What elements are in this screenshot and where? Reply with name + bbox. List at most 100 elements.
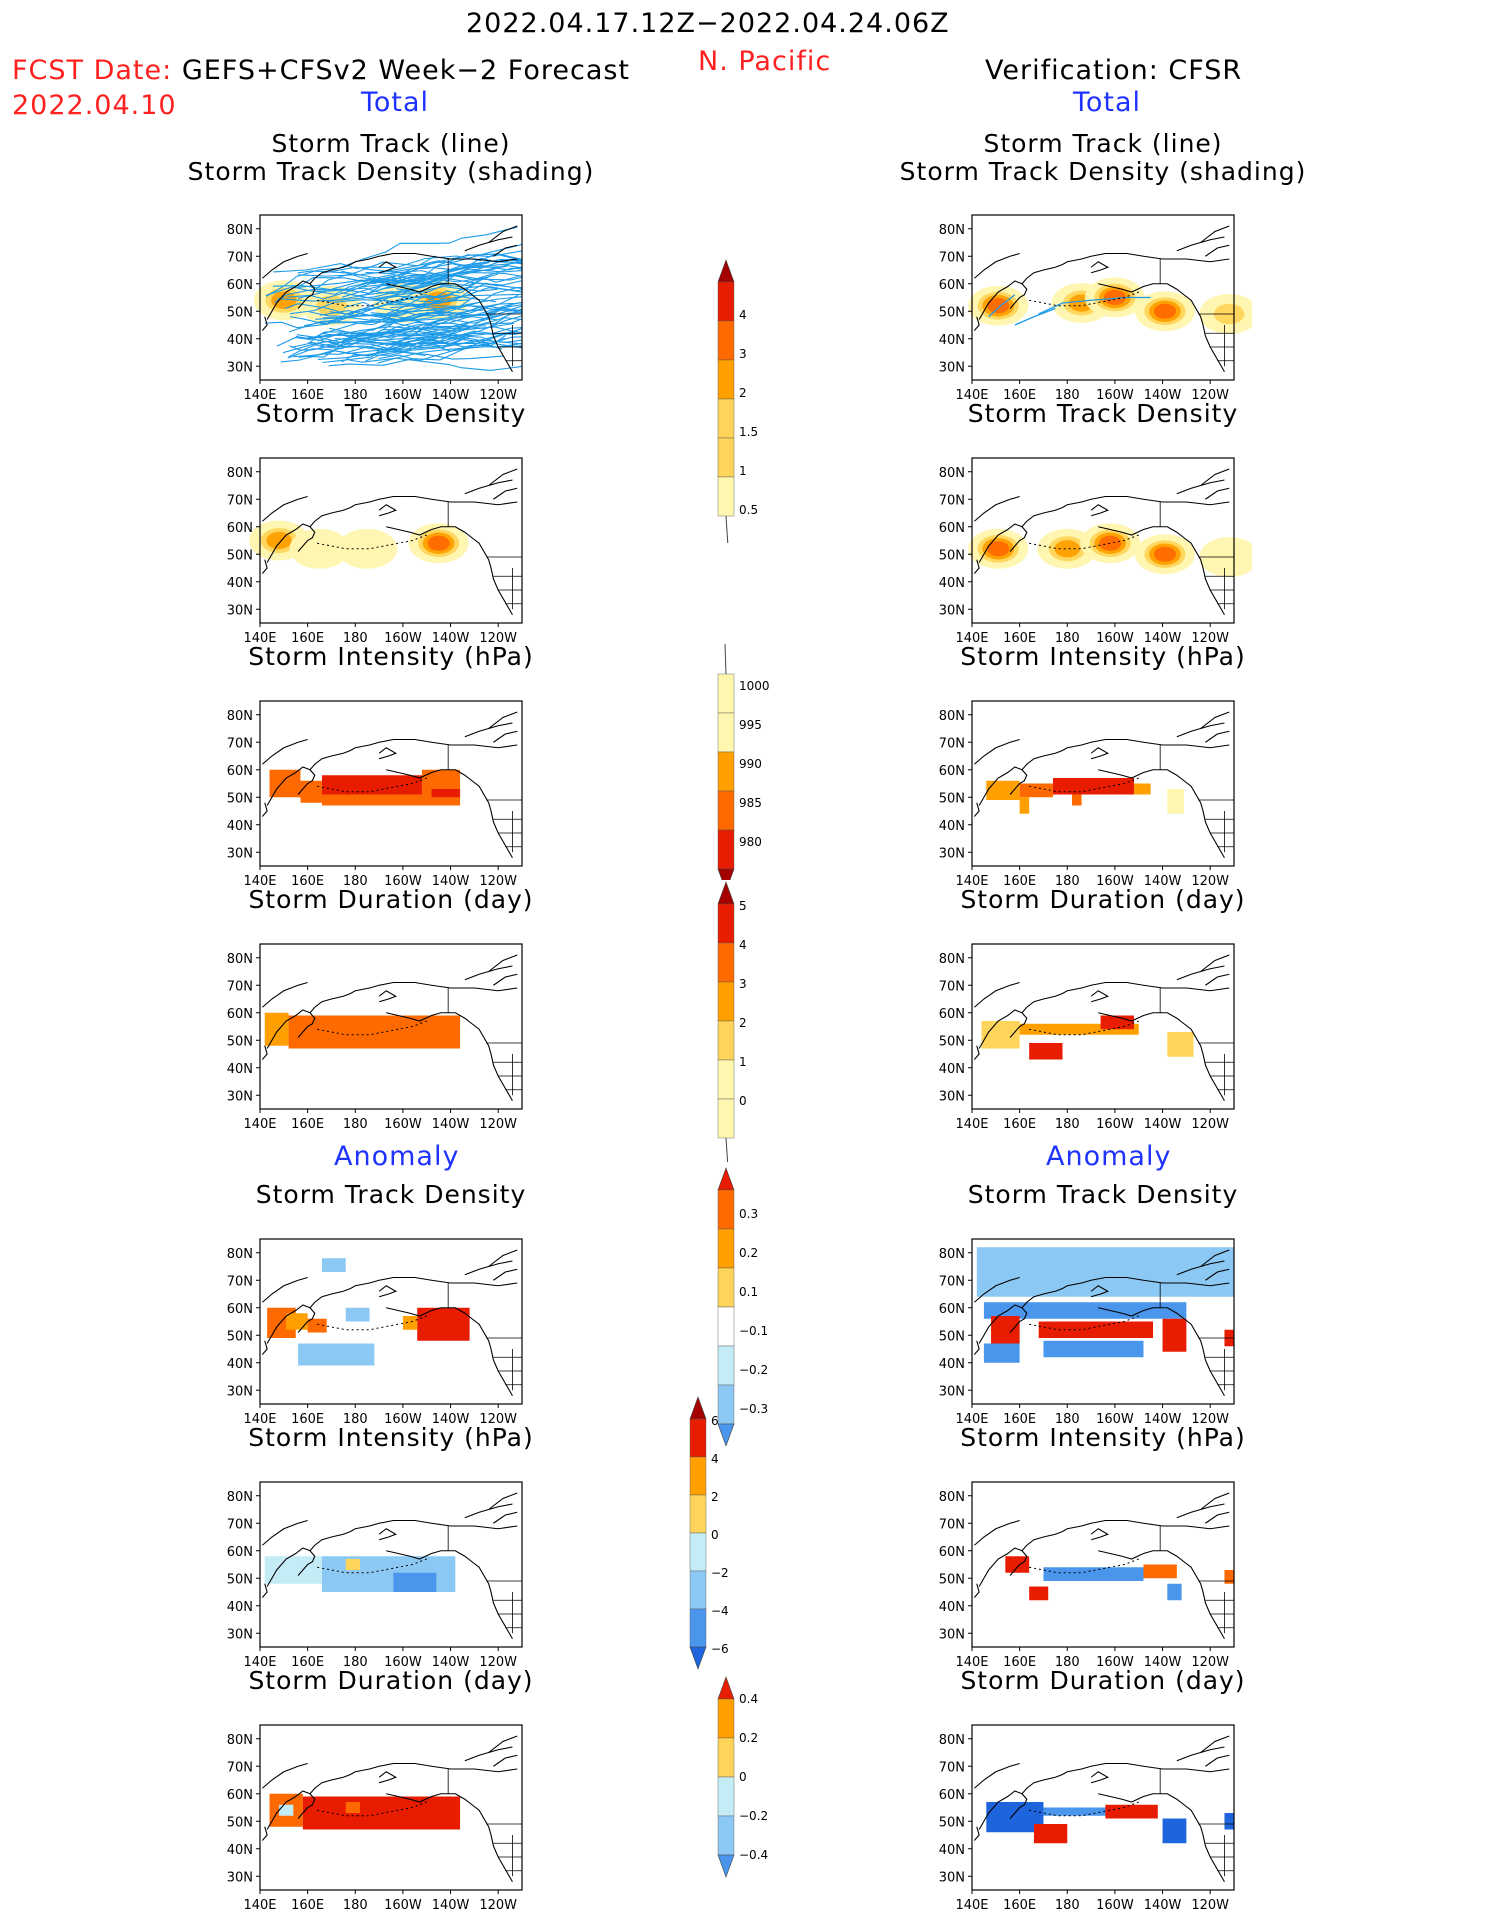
- colorbar-segment: [717, 829, 735, 870]
- coastline: [262, 1762, 308, 1789]
- coastline: [386, 1012, 513, 1102]
- panel-title-anom-intensity: Storm Intensity (hPa): [248, 1423, 534, 1452]
- density-contour: [1054, 540, 1080, 558]
- x-tick-label: 160W: [1096, 631, 1134, 646]
- storm-track: [377, 357, 522, 372]
- x-tick-label: 120W: [1191, 631, 1229, 646]
- grid-cell: [986, 1802, 1044, 1833]
- aleutian-islands: [317, 1020, 427, 1036]
- coastline: [1200, 711, 1230, 729]
- storm-track: [387, 304, 522, 313]
- density-contour: [1103, 289, 1126, 306]
- x-tick-label: 160E: [1003, 388, 1036, 403]
- coastline: [978, 981, 1230, 1049]
- y-tick-label: 40N: [227, 333, 253, 348]
- x-tick-label: 160W: [384, 1898, 422, 1913]
- y-tick-label: 80N: [227, 1247, 253, 1262]
- grid-cell: [986, 780, 1020, 800]
- grid-cell: [1005, 1556, 1030, 1573]
- storm-track: [378, 334, 506, 362]
- colorbar-label: 0: [739, 1770, 747, 1784]
- density-contour: [1153, 546, 1177, 562]
- x-tick-label: 140W: [1144, 874, 1182, 889]
- map-forecast-total-track: 140E 160E 180 160W 140W 120W 30N 40N 50N 60N 70N 80…: [227, 214, 523, 403]
- density-contour: [1153, 303, 1177, 319]
- grid-cell: [1167, 1032, 1194, 1057]
- y-tick-label: 80N: [939, 466, 965, 481]
- colorbar-density-total: 0.5 1 1.5 2 3 4: [717, 259, 758, 543]
- coastline: [266, 252, 518, 320]
- y-tick-label: 70N: [939, 1274, 965, 1289]
- y-tick-label: 60N: [939, 521, 965, 536]
- grid-cell: [1043, 1567, 1144, 1581]
- x-tick-label: 120W: [1191, 1412, 1229, 1427]
- y-tick-label: 80N: [939, 223, 965, 238]
- storm-track: [288, 334, 522, 358]
- y-tick-label: 80N: [227, 223, 253, 238]
- storm-track: [406, 285, 522, 306]
- y-tick-label: 40N: [939, 576, 965, 591]
- colorbar-tail: [724, 643, 727, 675]
- coastline: [978, 252, 1230, 320]
- coastline: [262, 495, 308, 522]
- storm-track: [291, 332, 449, 348]
- coastline: [297, 1793, 316, 1819]
- anomaly-label-left: Anomaly: [334, 1141, 460, 1172]
- map-frame: [259, 1724, 523, 1891]
- x-tick-label: 160W: [384, 388, 422, 403]
- coastline: [386, 1793, 513, 1883]
- storm-track: [310, 335, 522, 349]
- x-tick-label: 160W: [384, 874, 422, 889]
- grid-cell: [279, 1804, 294, 1816]
- coastline: [1205, 1511, 1230, 1524]
- coastline: [1090, 261, 1110, 274]
- density-contour: [427, 535, 450, 551]
- colorbar-segment: [717, 1306, 735, 1347]
- colorbar-segment: [717, 1189, 735, 1230]
- x-tick-label: 140W: [1144, 1655, 1182, 1670]
- coastline: [1009, 526, 1028, 552]
- colorbar-label: 2: [739, 1016, 747, 1030]
- coastline: [973, 802, 980, 817]
- x-tick-label: 160E: [1003, 631, 1036, 646]
- density-contour: [1099, 535, 1122, 551]
- storm-track: [314, 281, 440, 296]
- panel-title-anom-density-verif: Storm Track Density: [967, 1180, 1239, 1209]
- coastline: [297, 1550, 316, 1576]
- coastline: [974, 981, 1020, 1008]
- cell-shading: [976, 1247, 1234, 1363]
- y-tick-label: 40N: [939, 1062, 965, 1077]
- colorbar-arrow-bottom: [717, 868, 735, 880]
- map-frame: [259, 943, 523, 1110]
- map-forecast-anomaly-density: 140E 160E 180 160W 140W 120W 30N 40N 50N 60N 70N 80…: [227, 1238, 523, 1427]
- colorbar-segment: [689, 1494, 707, 1534]
- map-verification-total-track: 140E 160E 180 160W 140W 120W 30N 40N 50N 60N 70N 80…: [939, 214, 1252, 403]
- coastline: [1009, 1307, 1028, 1333]
- colorbar-label: −0.2: [739, 1809, 768, 1823]
- colorbar-segment: [717, 751, 735, 792]
- grid-cell: [321, 1258, 346, 1272]
- colorbar-label: 6: [711, 1414, 719, 1428]
- y-tick-label: 40N: [227, 576, 253, 591]
- colorbar-label: 0.2: [739, 1731, 758, 1745]
- y-tick-label: 60N: [227, 521, 253, 536]
- x-tick-label: 160W: [384, 631, 422, 646]
- grid-cell: [345, 1307, 370, 1322]
- colorbar-arrow-top: [717, 881, 735, 905]
- x-tick-label: 160W: [1096, 388, 1134, 403]
- colorbar-segment: [717, 712, 735, 753]
- total-label-right: Total: [1073, 87, 1142, 118]
- x-tick-label: 140W: [432, 1655, 470, 1670]
- coastline-group: [261, 954, 522, 1102]
- colorbar-segment: [717, 398, 735, 439]
- storm-track: [1014, 307, 1056, 326]
- colorbar-segment: [717, 476, 735, 517]
- coastline: [1090, 747, 1110, 760]
- coastline: [261, 1826, 268, 1841]
- coastline: [1090, 504, 1110, 517]
- colorbar-label: 995: [739, 718, 762, 732]
- coastline: [386, 283, 513, 373]
- grid-cell: [976, 1247, 1234, 1297]
- colorbar-label: 990: [739, 757, 762, 771]
- storm-track: [341, 336, 469, 363]
